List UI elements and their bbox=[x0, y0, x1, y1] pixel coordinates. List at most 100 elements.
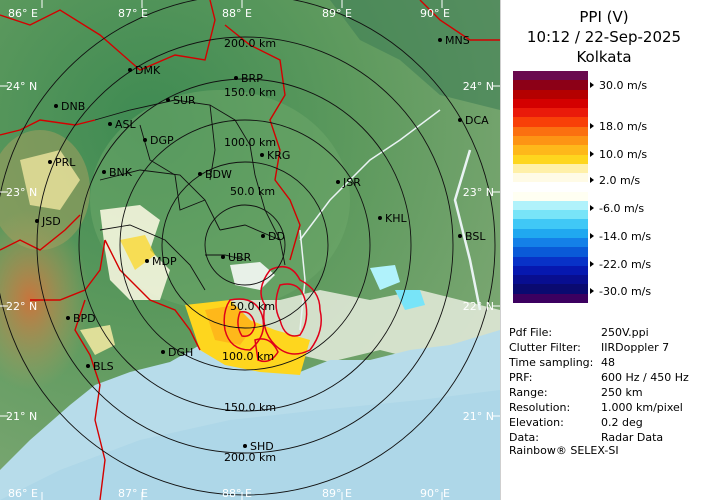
legend-label: -22.0 m/s bbox=[599, 258, 652, 271]
lat-label-right: 23° N bbox=[463, 186, 494, 199]
city-dot bbox=[260, 153, 264, 157]
city-label: BNK bbox=[109, 166, 133, 179]
range-label: 100.0 km bbox=[224, 136, 276, 149]
lon-label-top: 90° E bbox=[420, 7, 450, 20]
metadata-key: PRF: bbox=[509, 371, 533, 384]
city-label: DD bbox=[268, 230, 285, 243]
city-label: KHL bbox=[385, 212, 407, 225]
metadata-key: Range: bbox=[509, 386, 548, 399]
legend-tick-arrow bbox=[590, 233, 594, 239]
city-label: JSR bbox=[342, 176, 361, 189]
city-dot bbox=[458, 234, 462, 238]
metadata-value: 600 Hz / 450 Hz bbox=[601, 371, 689, 384]
lon-label-top: 87° E bbox=[118, 7, 148, 20]
range-ring bbox=[204, 204, 286, 286]
range-ring bbox=[36, 36, 454, 454]
city-label: JSD bbox=[41, 215, 61, 228]
lon-label-bottom: 89° E bbox=[322, 487, 352, 500]
lat-label-left: 22° N bbox=[6, 300, 37, 313]
legend-swatch bbox=[513, 238, 588, 248]
city-label: SUR bbox=[173, 94, 196, 107]
range-label: 150.0 km bbox=[224, 401, 276, 414]
metadata-value: 250V.ppi bbox=[601, 326, 649, 339]
lon-label-bottom: 87° E bbox=[118, 487, 148, 500]
legend-swatch bbox=[513, 275, 588, 285]
range-label: 50.0 km bbox=[230, 185, 275, 198]
city-markers: MNS BRP DMK SUR DNB ASL DGP DCA KRG PRL BNK BDW JSR K… bbox=[35, 34, 489, 453]
velocity-legend bbox=[513, 71, 588, 304]
legend-tick-arrow bbox=[590, 177, 594, 183]
legend-label: 18.0 m/s bbox=[599, 120, 648, 133]
city-dot bbox=[128, 68, 132, 72]
city-dot bbox=[378, 216, 382, 220]
metadata-key: Data: bbox=[509, 431, 539, 444]
legend-swatch bbox=[513, 71, 588, 81]
city-dot bbox=[102, 170, 106, 174]
legend-tick-arrow bbox=[590, 205, 594, 211]
lon-label-top: 86° E bbox=[8, 7, 38, 20]
metadata-key: Pdf File: bbox=[509, 326, 553, 339]
graticule bbox=[0, 0, 500, 500]
metadata-value: IIRDoppler 7 bbox=[601, 341, 670, 354]
city-label: BLS bbox=[93, 360, 114, 373]
city-label: BRP bbox=[241, 72, 263, 85]
legend-swatch bbox=[513, 173, 588, 183]
city-label: UBR bbox=[228, 251, 252, 264]
software-credit: Rainbow® SELEX-SI bbox=[509, 444, 619, 457]
city-dot bbox=[143, 138, 147, 142]
lat-label-left: 21° N bbox=[6, 410, 37, 423]
city-dot bbox=[161, 350, 165, 354]
radar-echoes bbox=[20, 150, 425, 375]
range-label: 200.0 km bbox=[224, 451, 276, 464]
legend-swatch bbox=[513, 265, 588, 276]
legend-swatch bbox=[513, 293, 588, 304]
city-dot bbox=[86, 364, 90, 368]
city-label: DGP bbox=[150, 134, 174, 147]
city-label: PRL bbox=[55, 156, 76, 169]
range-ring bbox=[161, 161, 329, 329]
city-dot bbox=[108, 122, 112, 126]
range-ring bbox=[78, 78, 412, 412]
metadata-value: 1.000 km/pixel bbox=[601, 401, 683, 414]
city-dot bbox=[145, 259, 149, 263]
city-dot bbox=[438, 38, 442, 42]
lat-label-right: 24° N bbox=[463, 80, 494, 93]
lon-label-bottom: 90° E bbox=[420, 487, 450, 500]
state-borders bbox=[0, 0, 500, 500]
city-label: BSL bbox=[465, 230, 486, 243]
legend-swatch bbox=[513, 247, 588, 258]
lon-label-top: 89° E bbox=[322, 7, 352, 20]
river bbox=[299, 229, 306, 331]
metadata-key: Elevation: bbox=[509, 416, 564, 429]
info-panel: PPI (V) 10:12 / 22-Sep-2025 Kolkata 30.0… bbox=[500, 0, 706, 500]
legend-label: 2.0 m/s bbox=[599, 174, 641, 187]
city-dot bbox=[66, 316, 70, 320]
legend-swatch bbox=[513, 80, 588, 91]
metadata-value: 0.2 deg bbox=[601, 416, 643, 429]
lat-label-right: 22° N bbox=[463, 300, 494, 313]
legend-label: -6.0 m/s bbox=[599, 202, 645, 215]
legend-tick-arrow bbox=[590, 261, 594, 267]
city-label: DMK bbox=[135, 64, 161, 77]
lon-label-bottom: 86° E bbox=[8, 487, 38, 500]
legend-label: -14.0 m/s bbox=[599, 230, 652, 243]
city-dot bbox=[234, 76, 238, 80]
product-title: PPI (V) bbox=[579, 8, 629, 26]
metadata-value: 250 km bbox=[601, 386, 643, 399]
river bbox=[453, 149, 482, 311]
city-dot bbox=[166, 98, 170, 102]
city-label: ASL bbox=[115, 118, 137, 131]
lat-label-left: 23° N bbox=[6, 186, 37, 199]
radar-map: MNS BRP DMK SUR DNB ASL DGP DCA KRG PRL BNK BDW JSR K… bbox=[0, 0, 500, 500]
legend-swatch bbox=[513, 145, 588, 155]
city-label: SHD bbox=[250, 440, 274, 453]
legend-tick-arrow bbox=[590, 82, 594, 88]
map-labels: 86° E 87° E 88° E 89° E 90° E 86° E 87° E 88° E… bbox=[6, 7, 494, 500]
legend-swatch bbox=[513, 108, 588, 118]
city-dot bbox=[458, 118, 462, 122]
city-dot bbox=[35, 219, 39, 223]
legend-swatch bbox=[513, 126, 588, 137]
metadata-value: 48 bbox=[601, 356, 615, 369]
strong-echo-contours bbox=[223, 265, 322, 363]
range-ring bbox=[119, 119, 371, 371]
